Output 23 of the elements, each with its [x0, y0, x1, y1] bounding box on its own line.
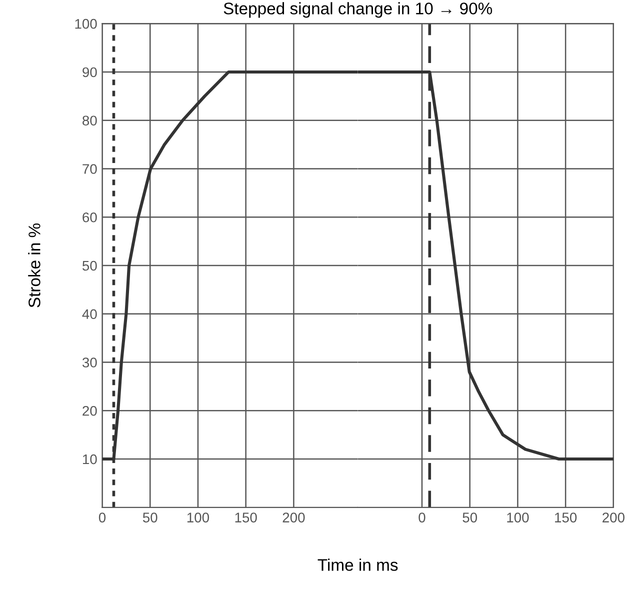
x-tick-label: 200	[602, 512, 624, 522]
y-tick-label: 90	[82, 67, 97, 78]
x-axis-title: Time in ms	[318, 558, 398, 571]
y-tick-label: 80	[82, 116, 97, 126]
x-tick-label: 100	[187, 512, 210, 522]
y-tick-label: 70	[82, 164, 97, 174]
y-tick-label: 30	[82, 358, 97, 368]
y-axis-title: Stroke in %	[28, 223, 40, 308]
y-tick-label: 10	[82, 454, 97, 464]
x-tick-label: 100	[507, 512, 529, 522]
x-tick-label: 50	[142, 512, 158, 522]
x-tick-label: 0	[418, 512, 426, 522]
x-tick-label: 200	[282, 512, 305, 522]
chart-title: Stepped signal change in 10 → 90%	[224, 2, 492, 18]
x-tick-label: 150	[235, 512, 257, 522]
y-tick-label: 50	[82, 260, 97, 271]
y-tick-label: 60	[82, 212, 97, 222]
x-tick-label: 50	[462, 512, 478, 522]
x-tick-label: 0	[98, 512, 106, 522]
y-tick-label: 20	[82, 406, 97, 416]
y-tick-label: 40	[82, 309, 97, 320]
y-tick-label: 100	[75, 18, 97, 29]
x-tick-label: 150	[555, 512, 577, 522]
